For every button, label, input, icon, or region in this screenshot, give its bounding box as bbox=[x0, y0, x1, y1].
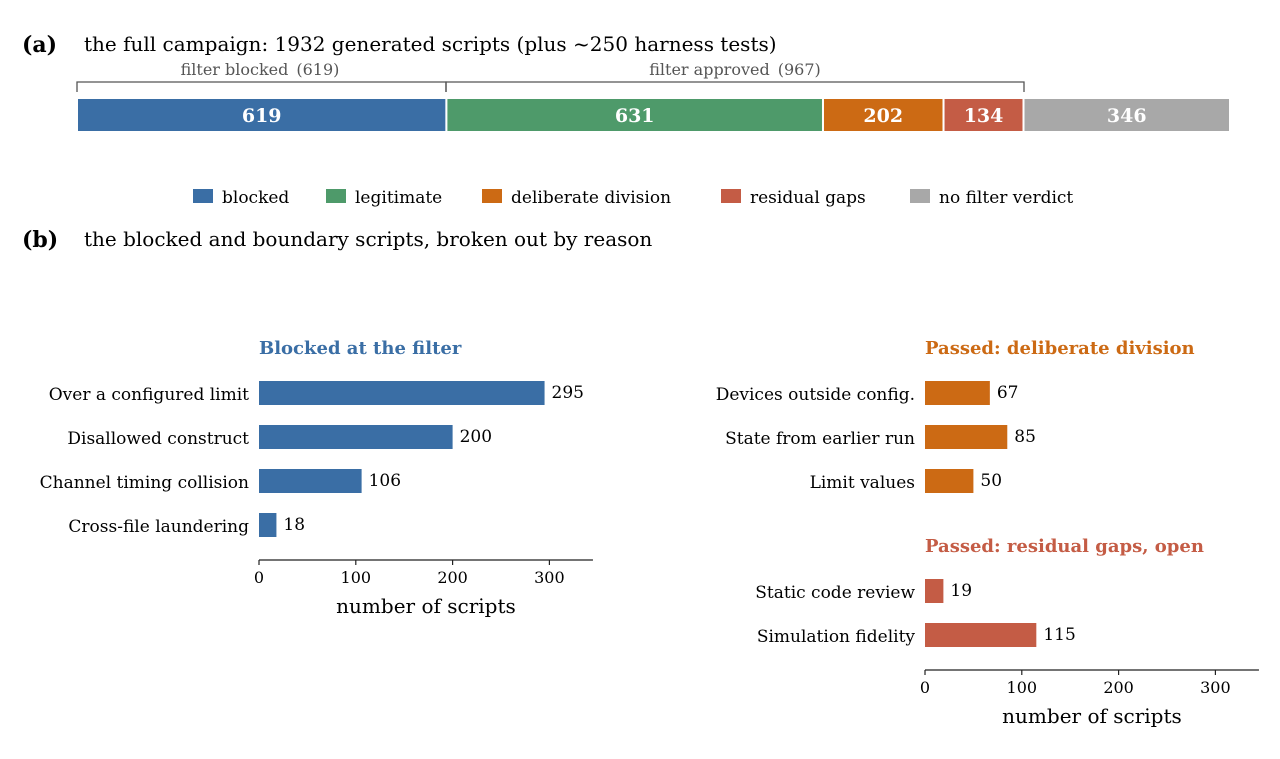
bar-state-from-earlier-run bbox=[925, 425, 1008, 449]
category-label-disallowed-construct: Disallowed construct bbox=[67, 429, 249, 449]
panel-a-letter: (a) bbox=[22, 32, 57, 58]
category-label-channel-timing-collision: Channel timing collision bbox=[40, 473, 249, 493]
value-label-devices-outside-config: 67 bbox=[997, 383, 1019, 403]
stack-label-blocked: 619 bbox=[242, 105, 282, 127]
legend-label-blocked: blocked bbox=[222, 188, 289, 208]
bar-limit-values bbox=[925, 469, 974, 493]
x-tick-label-200: 200 bbox=[437, 568, 468, 587]
stack-segment-legitimate bbox=[445, 97, 824, 133]
bar-cross-file-laundering bbox=[259, 513, 277, 537]
stack-segment-no-filter-verdict bbox=[1022, 97, 1232, 133]
bracket-approved bbox=[445, 81, 1025, 92]
legend-label-deliberate: deliberate division bbox=[511, 188, 671, 208]
stack-label-residual-gaps: 134 bbox=[964, 105, 1004, 127]
bracket-approved-label: filter approved (967) bbox=[649, 60, 821, 79]
legend-swatch-residual bbox=[721, 189, 741, 203]
chart-residual: Passed: residual gaps, open Static code r… bbox=[755, 536, 1259, 728]
chart-deliberate: Passed: deliberate division Devices outsi… bbox=[716, 338, 1195, 493]
bar-over-a-configured-limit bbox=[259, 381, 545, 405]
value-label-over-a-configured-limit: 295 bbox=[552, 383, 584, 403]
x-tick-label-300: 300 bbox=[534, 568, 565, 587]
bar-devices-outside-config bbox=[925, 381, 990, 405]
legend: blocked legitimate deliberate division r… bbox=[193, 188, 1073, 208]
stack-segment-blocked bbox=[76, 97, 448, 133]
value-label-limit-values: 50 bbox=[980, 471, 1002, 491]
bracket-lines bbox=[76, 81, 1025, 92]
stack-segment-deliberate-division bbox=[821, 97, 945, 133]
legend-label-legitimate: legitimate bbox=[355, 188, 442, 208]
chart-title: Passed: deliberate division bbox=[925, 338, 1195, 359]
category-label-devices-outside-config: Devices outside config. bbox=[716, 385, 915, 405]
value-label-channel-timing-collision: 106 bbox=[369, 471, 401, 491]
chart-title: Passed: residual gaps, open bbox=[925, 536, 1204, 557]
chart-blocked: Blocked at the filter Over a configured l… bbox=[40, 338, 593, 618]
value-label-simulation-fidelity: 115 bbox=[1043, 625, 1075, 645]
bar-simulation-fidelity bbox=[925, 623, 1037, 647]
panel-a-title: the full campaign: 1932 generated script… bbox=[84, 32, 777, 56]
stack-label-legitimate: 631 bbox=[615, 105, 655, 127]
category-label-over-a-configured-limit: Over a configured limit bbox=[49, 385, 249, 405]
chart-title: Blocked at the filter bbox=[259, 338, 462, 359]
category-label-static-code-review: Static code review bbox=[755, 583, 915, 603]
panel-b-letter: (b) bbox=[22, 227, 58, 253]
category-label-cross-file-laundering: Cross-file laundering bbox=[68, 517, 249, 537]
bracket-blocked bbox=[76, 81, 447, 92]
x-tick-label-300: 300 bbox=[1200, 678, 1231, 697]
x-tick-label-0: 0 bbox=[920, 678, 930, 697]
bar-static-code-review bbox=[925, 579, 944, 603]
x-tick-label-0: 0 bbox=[254, 568, 264, 587]
value-label-state-from-earlier-run: 85 bbox=[1014, 427, 1036, 447]
panel-b-title: the blocked and boundary scripts, broken… bbox=[84, 227, 652, 251]
x-axis-label: number of scripts bbox=[1002, 704, 1182, 728]
stack-label-no-filter-verdict: 346 bbox=[1107, 105, 1147, 127]
legend-swatch-noverdict bbox=[910, 189, 930, 203]
legend-label-residual: residual gaps bbox=[750, 188, 866, 208]
legend-swatch-legitimate bbox=[326, 189, 346, 203]
legend-label-noverdict: no filter verdict bbox=[939, 188, 1073, 208]
bar-disallowed-construct bbox=[259, 425, 453, 449]
legend-swatch-deliberate bbox=[482, 189, 502, 203]
x-tick-label-100: 100 bbox=[1007, 678, 1038, 697]
value-label-cross-file-laundering: 18 bbox=[283, 515, 305, 535]
value-label-static-code-review: 19 bbox=[950, 581, 972, 601]
bar-channel-timing-collision bbox=[259, 469, 362, 493]
value-label-disallowed-construct: 200 bbox=[460, 427, 492, 447]
stack-label-deliberate-division: 202 bbox=[863, 105, 903, 127]
x-tick-label-200: 200 bbox=[1103, 678, 1134, 697]
x-axis-label: number of scripts bbox=[336, 594, 516, 618]
category-label-simulation-fidelity: Simulation fidelity bbox=[757, 627, 916, 647]
bracket-blocked-label: filter blocked (619) bbox=[181, 60, 340, 79]
category-label-limit-values: Limit values bbox=[810, 473, 915, 493]
category-label-state-from-earlier-run: State from earlier run bbox=[725, 429, 915, 449]
x-tick-label-100: 100 bbox=[341, 568, 372, 587]
stacked-bar: 619 631 202 134 346 bbox=[76, 97, 1232, 133]
legend-swatch-blocked bbox=[193, 189, 213, 203]
